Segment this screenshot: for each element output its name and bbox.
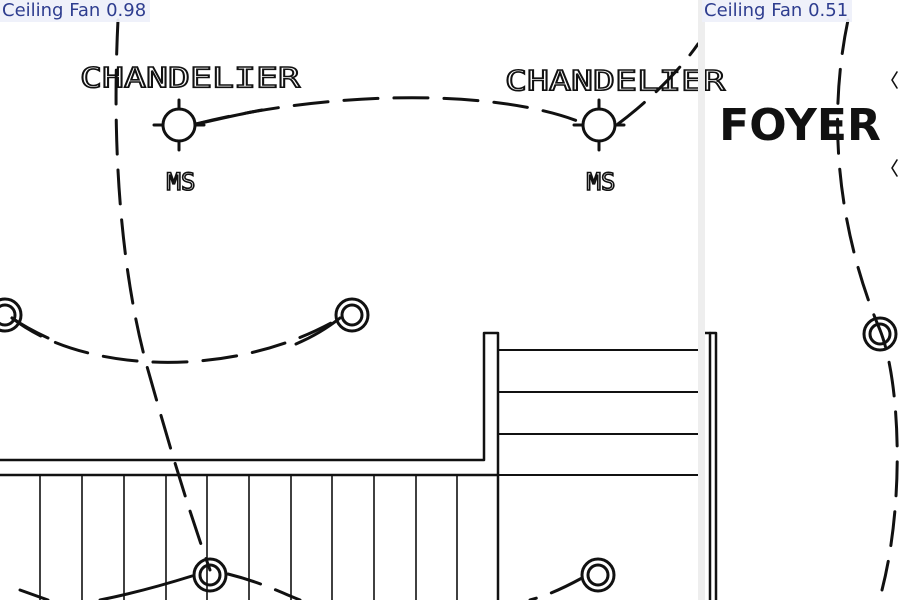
chandelier-fixture-right	[572, 98, 626, 152]
switch-label-left: MS	[167, 168, 196, 196]
wire-bottom-center	[226, 572, 302, 600]
wire-right-arc	[836, 18, 899, 592]
recessed-light	[862, 316, 898, 352]
wire-to-corner	[616, 42, 700, 126]
wire-arc-left-loop	[10, 316, 342, 364]
wire-vertical-left	[114, 18, 212, 572]
stair-walls	[0, 331, 718, 600]
switch-leg-wiring	[10, 18, 899, 600]
recessed-lights	[0, 297, 898, 593]
detection-label-left: Ceiling Fan 0.98	[0, 0, 151, 22]
recessed-light	[192, 557, 228, 593]
detection-class: Ceiling Fan	[2, 0, 101, 21]
fixture-label-left: CHANDELIER	[80, 61, 300, 94]
recessed-light	[0, 297, 23, 333]
switch-label-right: MS	[587, 168, 616, 196]
tile-divider	[698, 0, 705, 600]
fixture-label-right: CHANDELIER	[505, 64, 725, 97]
chandelier-fixture-left	[152, 98, 206, 152]
stair-treads-upper	[497, 349, 699, 476]
detection-score: 0.51	[808, 0, 849, 21]
wire-bottom-right	[528, 576, 584, 600]
recessed-light	[580, 557, 616, 593]
detection-score: 0.98	[106, 0, 147, 21]
stair-treads-lower	[39, 474, 458, 600]
detection-class: Ceiling Fan	[704, 0, 803, 21]
detection-label-right: Ceiling Fan 0.51	[702, 0, 853, 22]
recessed-light	[334, 297, 370, 333]
room-label: FOYER	[719, 100, 881, 151]
